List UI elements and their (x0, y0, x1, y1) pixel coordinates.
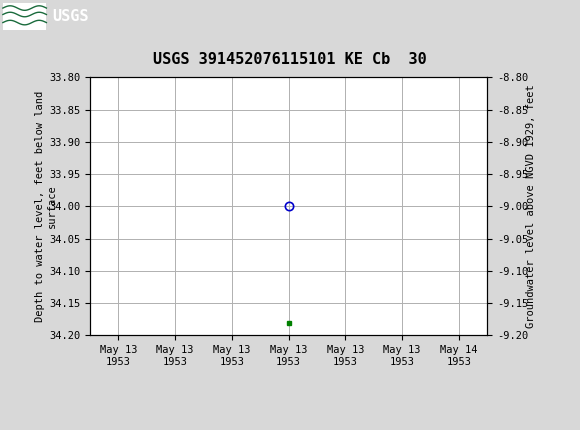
Text: USGS 391452076115101 KE Cb  30: USGS 391452076115101 KE Cb 30 (153, 52, 427, 67)
Y-axis label: Groundwater level above NGVD 1929, feet: Groundwater level above NGVD 1929, feet (526, 85, 536, 328)
Text: USGS: USGS (52, 9, 89, 24)
Y-axis label: Depth to water level, feet below land
surface: Depth to water level, feet below land su… (35, 91, 57, 322)
Bar (3, 3, 46, 30)
